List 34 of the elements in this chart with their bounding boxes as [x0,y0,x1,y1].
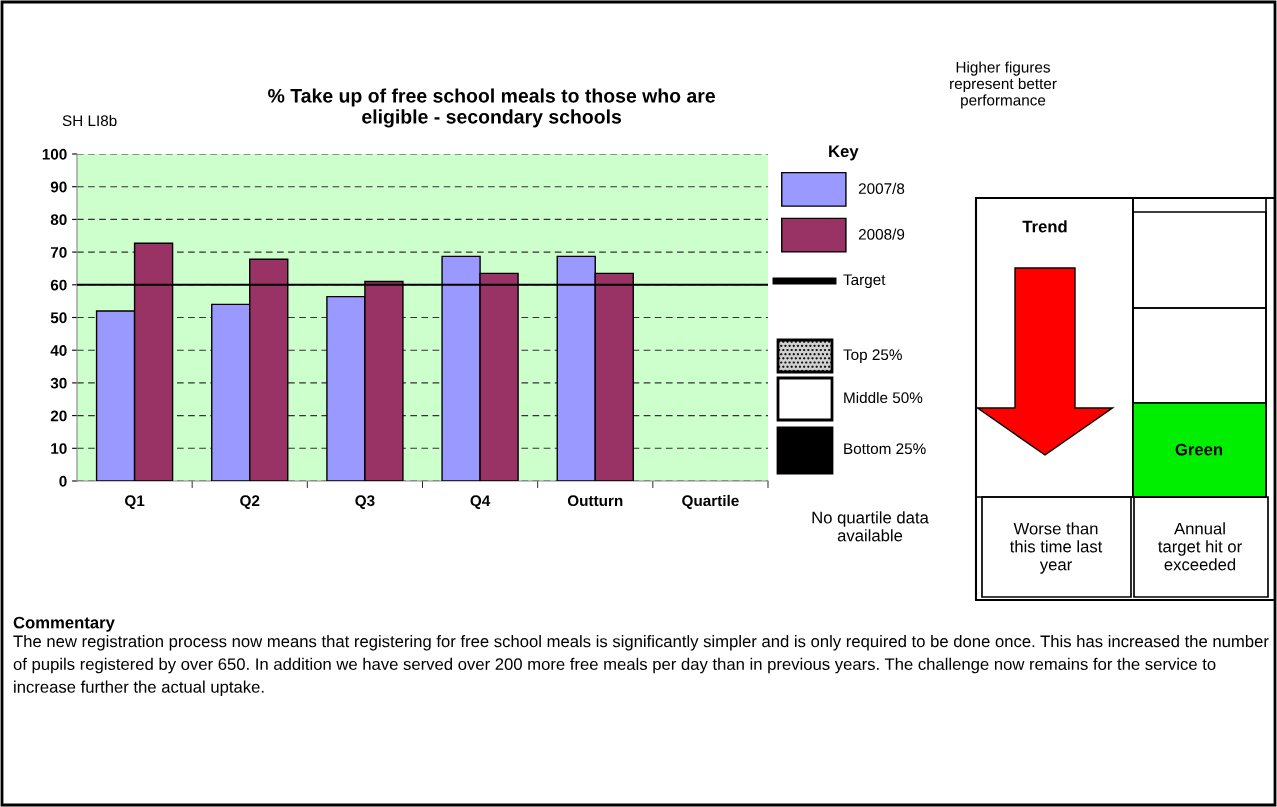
y-tick-label: 30 [50,377,67,389]
x-tick-label: Quartile [682,494,739,509]
x-tick-label: Q2 [240,495,260,509]
x-tick-label: Q3 [355,495,375,509]
legend-title: Key [829,145,859,161]
y-tick-label: 10 [51,443,67,454]
y-tick-label: 60 [50,279,67,291]
text: Annual target hit or exceeded [1158,522,1242,571]
text: Green [1175,443,1223,456]
ref-line-label: Target [843,274,886,289]
text: No quartile data available [812,511,929,542]
x-tick-label: Outturn [567,495,623,507]
text: Higher figures represent better performance [950,61,1057,109]
text: Trend [1022,220,1067,233]
y-tick-label: 20 [50,410,67,422]
legend-label: 2007/8 [858,182,905,195]
legend-label: 2008/9 [858,228,905,240]
y-tick-label: 50 [50,312,67,324]
x-tick-label: Q4 [470,495,491,509]
text: Bottom 25% [844,443,926,455]
y-tick-label: 100 [42,148,67,160]
y-tick-label: 40 [50,345,67,356]
x-tick-label: Q1 [125,495,145,509]
text: Commentary [13,616,115,632]
y-tick-label: 80 [50,214,67,226]
chart-title: % Take up of free school meals to those who are eligible - secondary schools [268,88,715,128]
text: SH LI8b [62,114,117,127]
y-tick-label: 90 [50,181,67,193]
y-tick-label: 70 [50,246,67,258]
text: Top 25% [843,349,902,364]
text: Worse than this time last year [1009,522,1103,574]
text: Middle 50% [844,391,923,404]
text: The new registration process now means that registering for free school meals is significantly simpler and is only required to be done once. This has increased the number of pupils registered by over 650. In addition we have served over 200 more free meals per day than in previous years. The challenge now remains for the service to increase further the actual uptake. [13,635,1269,697]
y-tick-label: 0 [59,475,67,487]
